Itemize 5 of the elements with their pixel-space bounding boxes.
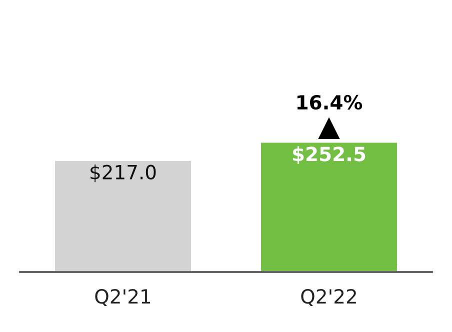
data-label: $217.0 [90, 164, 156, 182]
x-tick-label: Q2'22 [301, 289, 356, 306]
data-label: $252.5 [293, 146, 366, 164]
annotation: 16.4% [297, 94, 362, 110]
x-tick-label: Q2'21 [95, 289, 150, 306]
